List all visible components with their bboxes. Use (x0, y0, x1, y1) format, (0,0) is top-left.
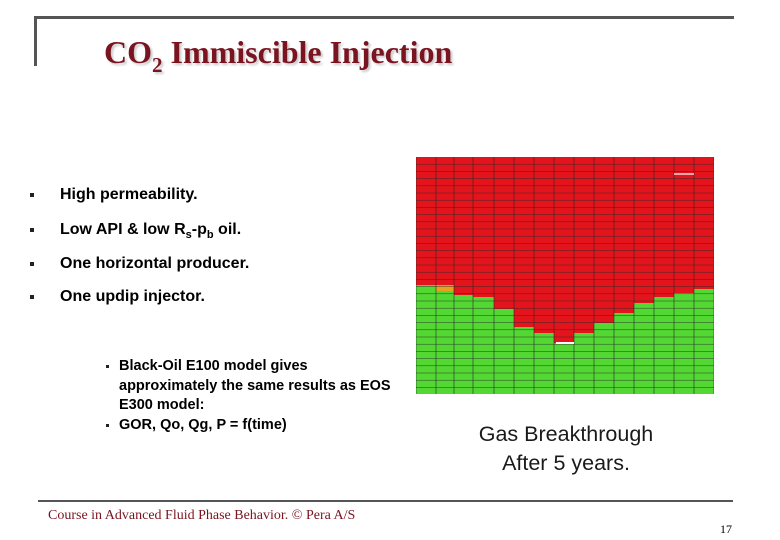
footer-divider (38, 500, 733, 502)
sub-bullet-item: GOR, Qo, Qg, P = f(time) (106, 416, 396, 436)
transition-cell (436, 285, 454, 291)
sub-bullet-marker (106, 423, 109, 427)
caption: Gas Breakthrough After 5 years. (450, 420, 682, 478)
page-number: 17 (720, 522, 732, 536)
sub-bullet-list: Black-Oil E100 model gives approximately… (106, 357, 396, 435)
bullet-marker (30, 262, 34, 266)
title-subscript: 2 (152, 53, 163, 77)
title-rest: Immiscible Injection (162, 34, 453, 70)
left-border-line (34, 16, 37, 66)
bullet-marker (30, 228, 34, 232)
sub-bullet-item: Black-Oil E100 model gives approximately… (106, 357, 396, 416)
simulation-grid-image (415, 157, 715, 394)
gas-zone-column (594, 157, 614, 323)
gas-zone-column (694, 157, 714, 289)
gas-zone-column (534, 157, 554, 333)
gas-zone-column (473, 157, 494, 297)
gas-zone-column (454, 157, 473, 295)
title-main: CO (104, 34, 152, 70)
gas-zone-column (494, 157, 514, 309)
caption-line-1: Gas Breakthrough (478, 422, 654, 446)
gas-zone-column (554, 157, 574, 343)
slide-title: CO2 Immiscible Injection (104, 34, 453, 77)
gas-zone-column (436, 157, 454, 285)
gas-zone-column (634, 157, 654, 303)
reservoir-saturation-grid (415, 157, 715, 394)
bullet-marker (30, 295, 34, 299)
gas-zone-column (674, 157, 694, 293)
gas-zone-column (514, 157, 534, 327)
bullet-marker (30, 193, 34, 197)
gas-zone-column (416, 157, 436, 285)
top-border-line (34, 16, 734, 19)
footer-text: Course in Advanced Fluid Phase Behavior.… (48, 508, 356, 523)
sub-bullet-marker (106, 365, 109, 368)
gas-zone-column (574, 157, 594, 333)
caption-line-2: After 5 years. (502, 451, 630, 475)
gas-zone-column (654, 157, 674, 297)
gas-zone-column (614, 157, 634, 313)
